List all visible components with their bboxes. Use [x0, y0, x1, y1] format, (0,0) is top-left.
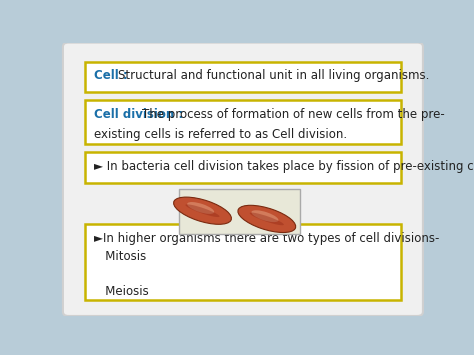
Bar [179, 189, 300, 234]
Text: ► In bacteria cell division takes place by fission of pre-existing cells.: ► In bacteria cell division takes place … [94, 160, 474, 173]
Text: existing cells is referred to as Cell division.: existing cells is referred to as Cell di… [94, 128, 347, 141]
Ellipse shape [187, 202, 214, 214]
Text: Mitosis: Mitosis [94, 250, 146, 263]
Ellipse shape [173, 197, 231, 224]
Text: ►In higher organisms there are two types of cell divisions-: ►In higher organisms there are two types… [94, 232, 439, 245]
Text: Cell division :: Cell division : [94, 108, 188, 121]
Ellipse shape [250, 213, 284, 225]
Ellipse shape [238, 205, 296, 233]
Text: The process of formation of new cells from the pre-: The process of formation of new cells fr… [142, 108, 445, 121]
Bar [85, 152, 401, 184]
Text: Structural and functional unit in all living organisms.: Structural and functional unit in all li… [118, 69, 429, 82]
Bar [85, 100, 401, 144]
Text: Cell :: Cell : [94, 69, 132, 82]
Bar [85, 62, 401, 92]
Ellipse shape [185, 204, 219, 217]
Ellipse shape [251, 210, 279, 222]
Bar [85, 224, 401, 300]
FancyBboxPatch shape [63, 43, 423, 316]
Text: Meiosis: Meiosis [94, 285, 149, 298]
